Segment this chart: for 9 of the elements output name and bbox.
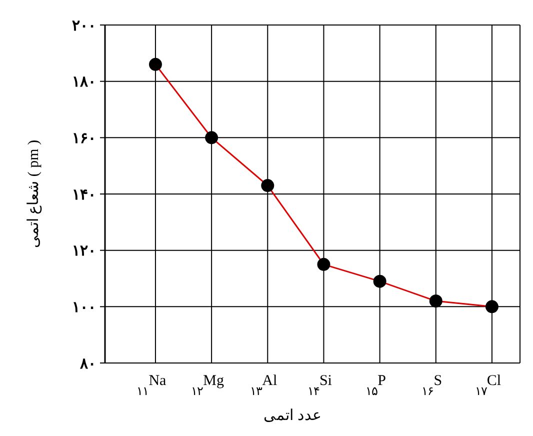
y-axis-title: شعاع اتمی ( pm ) <box>26 140 42 248</box>
y-tick-label: ۸۰ <box>79 356 96 372</box>
y-tick-label: ۱۸۰ <box>72 74 96 91</box>
y-tick-label: ۱۶۰ <box>72 130 96 147</box>
y-tick-label: ۱۴۰ <box>72 187 96 204</box>
y-tick-label: ۲۰۰ <box>72 18 96 34</box>
x-axis-title: عدد اتمی <box>264 408 322 424</box>
y-tick-label: ۱۰۰ <box>72 300 96 316</box>
y-tick-label: ۱۲۰ <box>72 244 96 260</box>
